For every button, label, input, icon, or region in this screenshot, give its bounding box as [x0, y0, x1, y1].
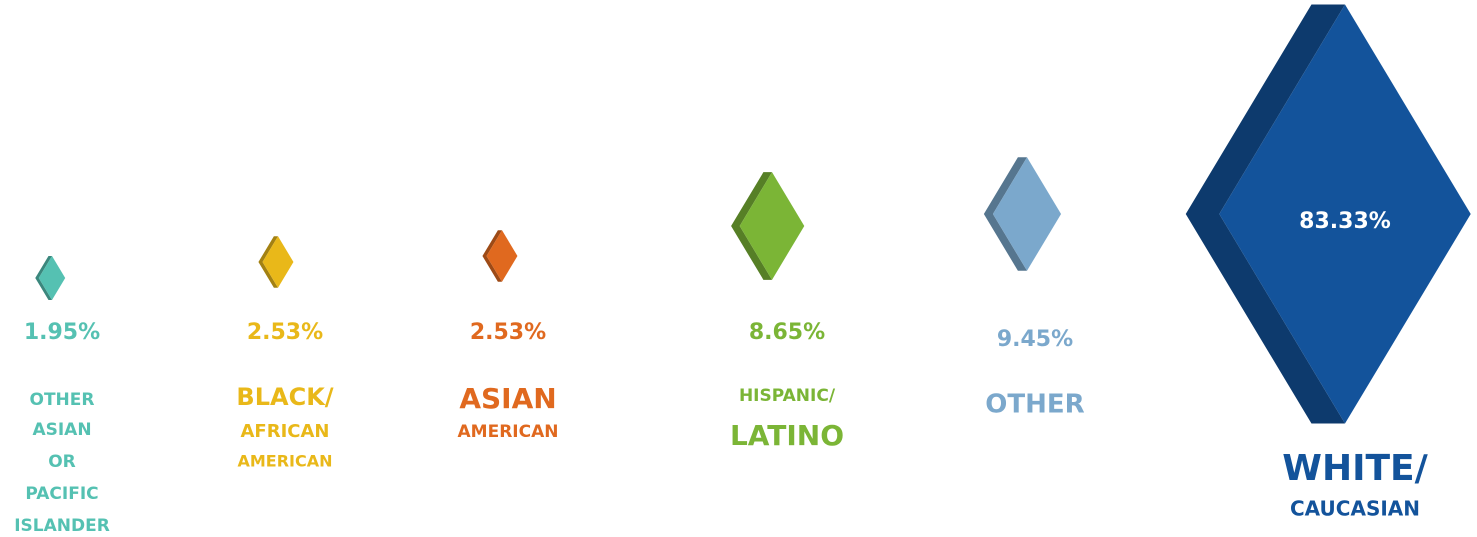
diamond-side [1185, 4, 1345, 424]
category-label: HISPANIC/ [739, 386, 836, 406]
diamond-side [983, 157, 1027, 271]
diamond-side [35, 255, 52, 301]
value-label: 2.53% [470, 320, 546, 345]
diamond [1219, 4, 1471, 424]
category-label: OR [48, 452, 76, 472]
diamond-side [482, 230, 502, 282]
category-label: ASIAN [32, 420, 91, 440]
diamond-side [258, 236, 278, 288]
value-label: 8.65% [749, 320, 825, 345]
diamond [992, 157, 1062, 271]
category-label: AMERICAN [458, 422, 559, 442]
diamond [262, 236, 294, 288]
category-label: ISLANDER [14, 516, 110, 536]
diamond [739, 172, 805, 280]
category-label: OTHER [985, 390, 1084, 420]
diamond-side [731, 172, 772, 280]
category-label: PACIFIC [25, 484, 98, 504]
category-label: AMERICAN [237, 452, 332, 471]
category-label: WHITE/ [1282, 448, 1428, 489]
value-label: 9.45% [997, 327, 1073, 352]
value-label: 83.33% [1299, 209, 1391, 234]
value-label: 1.95% [24, 320, 100, 345]
diamond [486, 230, 518, 282]
value-label: 2.53% [247, 320, 323, 345]
category-label: LATINO [730, 419, 844, 452]
category-label: BLACK/ [236, 383, 333, 411]
category-label: AFRICAN [241, 421, 330, 442]
category-label: OTHER [30, 390, 95, 410]
category-label: ASIAN [459, 382, 556, 415]
category-label: CAUCASIAN [1290, 497, 1420, 521]
diamond [38, 255, 66, 301]
